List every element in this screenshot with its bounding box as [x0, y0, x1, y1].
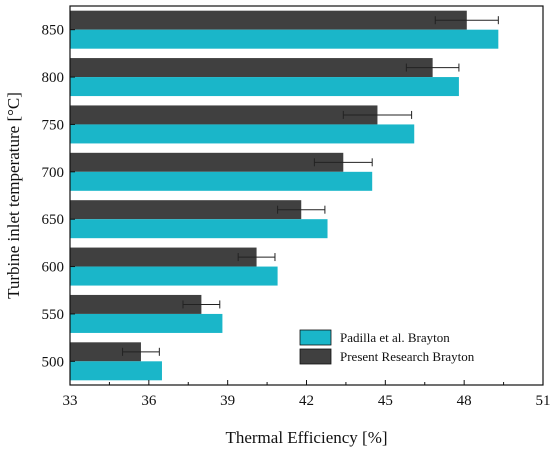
x-tick-label-51: 51 [536, 393, 550, 409]
bar-present-600 [70, 247, 257, 267]
bar-present-800 [70, 58, 433, 78]
bar-padilla-750 [70, 124, 415, 144]
y-axis-ticks: 500 550 600 650 700 750 800 850 [42, 23, 75, 370]
y-axis-title: Turbine inlet temperature [°C] [4, 92, 23, 299]
error-bars-group [122, 16, 499, 356]
bar-padilla-600 [70, 266, 278, 286]
x-tick-label-42: 42 [299, 393, 314, 409]
bar-padilla-650 [70, 219, 328, 239]
y-tick-label-500: 500 [42, 354, 65, 370]
x-tick-label-48: 48 [457, 393, 472, 409]
legend: Padilla et al. Brayton Present Research … [299, 329, 475, 365]
bar-present-650 [70, 200, 302, 220]
bar-padilla-700 [70, 171, 373, 191]
bar-present-550 [70, 294, 202, 314]
bars-group [70, 10, 499, 381]
legend-swatch-padilla [299, 329, 332, 346]
legend-label-padilla: Padilla et al. Brayton [340, 330, 450, 345]
bar-padilla-550 [70, 313, 223, 333]
x-axis-ticks: 33 36 39 42 45 48 51 [63, 380, 550, 409]
legend-label-present: Present Research Brayton [340, 349, 475, 364]
y-tick-label-850: 850 [42, 23, 65, 39]
bar-present-700 [70, 152, 344, 172]
y-tick-label-600: 600 [42, 260, 65, 276]
bar-padilla-850 [70, 29, 499, 49]
bar-present-850 [70, 10, 467, 30]
bar-present-750 [70, 105, 378, 125]
legend-swatch-present [299, 348, 332, 365]
bar-present-500 [70, 342, 141, 362]
y-tick-label-700: 700 [42, 165, 65, 181]
x-tick-label-45: 45 [378, 393, 393, 409]
x-tick-label-39: 39 [220, 393, 235, 409]
y-tick-label-750: 750 [42, 117, 65, 133]
y-tick-label-650: 650 [42, 212, 65, 228]
y-tick-label-550: 550 [42, 307, 65, 323]
x-axis-title: Thermal Efficiency [%] [225, 428, 387, 447]
bar-padilla-800 [70, 77, 459, 97]
y-tick-label-800: 800 [42, 70, 65, 86]
bar-padilla-500 [70, 361, 162, 381]
x-tick-label-36: 36 [141, 393, 157, 409]
x-tick-label-33: 33 [63, 393, 78, 409]
